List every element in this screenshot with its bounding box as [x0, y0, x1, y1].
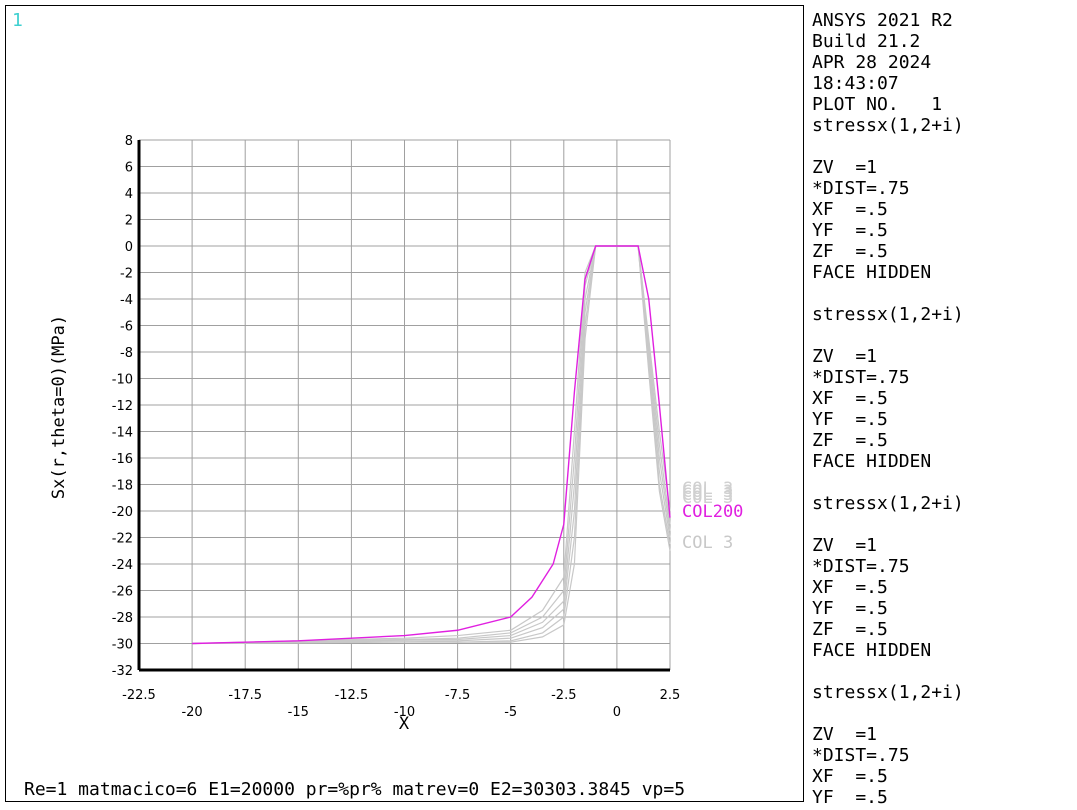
y-tick-label: -4 — [120, 293, 133, 308]
tick-labels: 8 6 4 2 0 -2 -4 -6 -8 -10 -12 -14 -16 -18 -20 -22 -24 -26… — [112, 134, 681, 720]
background-series-line — [192, 245, 671, 645]
background-series-line — [192, 245, 671, 645]
y-tick-label: -8 — [120, 346, 133, 361]
y-tick-label: -16 — [112, 452, 133, 467]
sidebar-line — [812, 703, 1072, 724]
x-tick-label: -7.5 — [445, 688, 470, 703]
y-tick-label: -32 — [112, 664, 133, 679]
x-tick-label: -5 — [504, 705, 517, 720]
y-tick-label: -20 — [112, 505, 133, 520]
sidebar-line: YF =.5 — [812, 598, 888, 619]
sidebar-line: *DIST=.75 — [812, 745, 910, 766]
y-tick-label: 4 — [125, 187, 133, 202]
legend-ghost-label: COL 3 — [682, 479, 733, 499]
sidebar-line: stressx(1,2+i) — [812, 682, 964, 703]
x-axis-title: X — [399, 714, 410, 734]
x-tick-label: 2.5 — [660, 688, 681, 703]
axes — [137, 140, 670, 672]
sidebar-line — [812, 661, 1072, 682]
y-tick-label: -26 — [112, 585, 133, 600]
x-tick-label: -2.5 — [551, 688, 576, 703]
sidebar-line: *DIST=.75 — [812, 556, 910, 577]
legend-ghost-label: COL 3 — [682, 488, 733, 508]
y-tick-label: -12 — [112, 399, 133, 414]
legend-ghost-label: COL 3 — [682, 482, 733, 502]
background-series-line — [192, 245, 671, 645]
plot-info-sidebar: ANSYS 2021 R2 Build 21.2 APR 28 2024 18:43:… — [812, 10, 1072, 808]
stress-line-chart: 8 6 4 2 0 -2 -4 -6 -8 -10 -12 -14 -16 -18 -20 -22 -24 -26… — [49, 134, 743, 734]
y-tick-label: 8 — [125, 134, 133, 149]
sidebar-line: XF =.5 — [812, 199, 888, 220]
y-tick-label: -14 — [112, 426, 133, 441]
sidebar-line: *DIST=.75 — [812, 178, 910, 199]
legend-ghost-label: COL 3 — [682, 485, 733, 505]
sidebar-line: ZV =1 — [812, 346, 878, 367]
sidebar-line — [812, 283, 1072, 304]
sidebar-line: FACE HIDDEN — [812, 640, 932, 661]
sidebar-line — [812, 325, 1072, 346]
y-tick-label: -22 — [112, 532, 133, 547]
sidebar-line: 18:43:07 — [812, 73, 899, 94]
sidebar-line: XF =.5 — [812, 388, 888, 409]
sidebar-line: FACE HIDDEN — [812, 451, 932, 472]
sidebar-line: APR 28 2024 — [812, 52, 932, 73]
y-axis-title: Sx(r,theta=0)(MPa) — [49, 315, 69, 499]
sidebar-line: PLOT NO. 1 — [812, 94, 943, 115]
x-tick-label: -22.5 — [122, 688, 156, 703]
sidebar-line: XF =.5 — [812, 577, 888, 598]
y-tick-label: -10 — [112, 373, 133, 388]
x-tick-label: -17.5 — [228, 688, 262, 703]
sidebar-line: stressx(1,2+i) — [812, 115, 964, 136]
sidebar-line: ZV =1 — [812, 157, 878, 178]
x-tick-label: -15 — [288, 705, 309, 720]
sidebar-line: ZV =1 — [812, 535, 878, 556]
sidebar-line: ZF =.5 — [812, 430, 888, 451]
sidebar-line: ZF =.5 — [812, 619, 888, 640]
sidebar-line: Build 21.2 — [812, 31, 921, 52]
y-tick-label: -24 — [112, 558, 133, 573]
footer-caption: Re=1 matmacico=6 E1=20000 pr=%pr% matrev… — [24, 779, 686, 800]
y-tick-label: -2 — [120, 267, 133, 282]
x-tick-label: -10 — [394, 705, 415, 720]
sidebar-line: XF =.5 — [812, 766, 888, 787]
sidebar-line: YF =.5 — [812, 787, 888, 808]
y-tick-label: -30 — [112, 638, 133, 653]
y-tick-label: -18 — [112, 479, 133, 494]
legend-entry-col200: COL200 — [682, 502, 743, 522]
y-tick-label: 0 — [125, 240, 133, 255]
highlighted-series-line — [192, 245, 671, 645]
sidebar-line: stressx(1,2+i) — [812, 493, 964, 514]
sidebar-line — [812, 514, 1072, 535]
window-number: 1 — [12, 10, 23, 31]
y-tick-label: -28 — [112, 611, 133, 626]
y-tick-label: 2 — [125, 214, 133, 229]
background-series-line — [192, 245, 671, 645]
x-tick-label: -12.5 — [335, 688, 369, 703]
sidebar-line — [812, 472, 1072, 493]
grid — [138, 139, 671, 671]
y-tick-label: 6 — [125, 161, 133, 176]
x-tick-label: 0 — [613, 705, 621, 720]
x-tick-label: -20 — [181, 705, 202, 720]
plot-frame — [5, 5, 804, 802]
sidebar-line: ZV =1 — [812, 724, 878, 745]
y-tick-label: -6 — [120, 320, 133, 335]
series-layer — [192, 245, 671, 645]
legend-entry-col3: COL 3 — [682, 533, 733, 553]
sidebar-line: YF =.5 — [812, 409, 888, 430]
sidebar-line: FACE HIDDEN — [812, 262, 932, 283]
sidebar-line: ZF =.5 — [812, 241, 888, 262]
sidebar-line: stressx(1,2+i) — [812, 304, 964, 325]
sidebar-line: YF =.5 — [812, 220, 888, 241]
background-series-line — [192, 245, 671, 645]
background-series-line — [192, 245, 671, 645]
sidebar-line — [812, 136, 1072, 157]
sidebar-line: ANSYS 2021 R2 — [812, 10, 953, 31]
sidebar-line: *DIST=.75 — [812, 367, 910, 388]
